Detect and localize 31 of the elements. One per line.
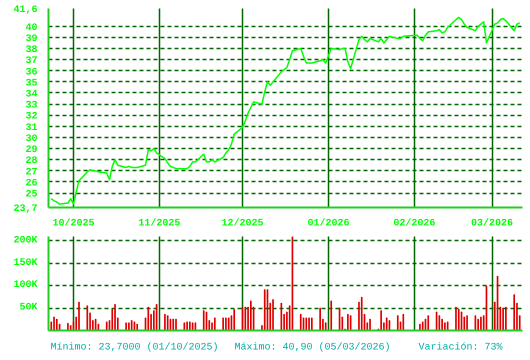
y-tick-label: 39 [26, 34, 38, 45]
y-tick-label: 25 [26, 190, 38, 201]
y-tick-label: 36 [26, 67, 38, 78]
y-tick-label: 33 [26, 100, 38, 112]
text: Máximo: 40,90 (05/03/2026) [234, 342, 391, 354]
y-tick-label: 28 [26, 156, 38, 168]
y-tick-label: 37 [26, 56, 38, 68]
y-tick-label: 150K [13, 258, 38, 269]
y-tick-label: 27 [26, 167, 38, 178]
text: Variación: 73% [418, 342, 503, 354]
y-tick-label: 100K [13, 280, 38, 292]
y-tick-label: 32 [26, 112, 38, 123]
y-tick-label: 26 [26, 178, 38, 190]
y-tick-label: 38 [26, 45, 38, 56]
text: Mínimo: 23,7000 (01/10/2025) [50, 342, 219, 354]
y-tick-label: 50K [19, 302, 38, 314]
x-tick-label: 02/2026 [393, 218, 436, 230]
y-tick-label: 23,7 [13, 204, 38, 215]
y-tick-label: 30 [26, 134, 38, 145]
y-tick-label: 31 [26, 122, 38, 134]
x-tick-label: 11/2025 [138, 218, 180, 230]
y-tick-label: 35 [26, 78, 38, 90]
y-tick-label: 41,6 [13, 5, 38, 16]
x-tick-label: 12/2025 [222, 218, 264, 230]
y-tick-label: 200K [13, 235, 38, 246]
x-tick-label: 03/2026 [471, 218, 514, 230]
y-tick-label: 34 [26, 89, 38, 100]
y-tick-label: 29 [26, 145, 38, 156]
x-tick-label: 10/2025 [52, 218, 94, 230]
y-tick-label: 40 [26, 22, 38, 34]
x-tick-label: 01/2026 [307, 218, 350, 230]
